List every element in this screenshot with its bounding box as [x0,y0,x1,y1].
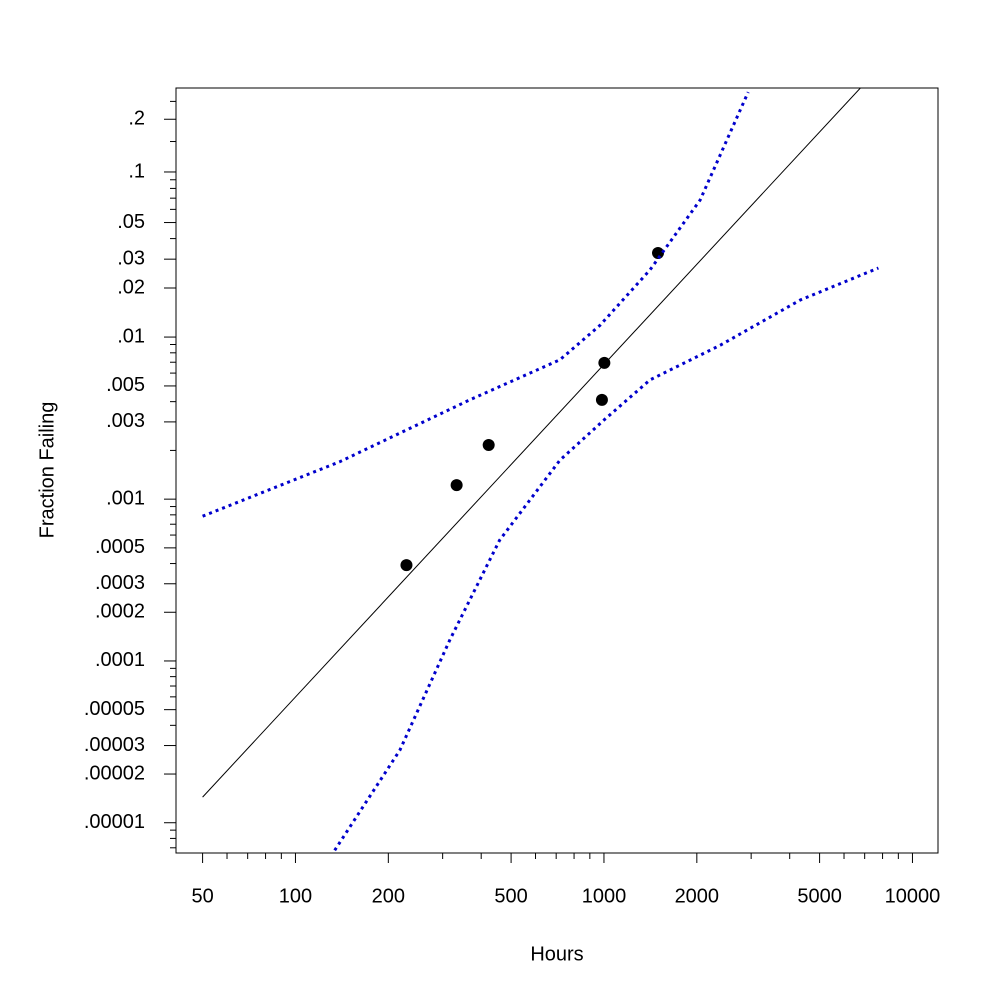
y-tick-label: .0003 [95,572,145,594]
y-tick-label: .02 [117,276,145,298]
x-tick-label: 5000 [797,885,842,907]
data-point [598,356,611,369]
plot-frame [175,87,939,854]
y-tick-label: .00005 [84,698,145,720]
data-point [652,247,665,260]
confidence-bound [202,91,750,518]
confidence-bound [333,266,879,852]
fit-line [202,88,861,798]
y-tick-label: .001 [106,487,145,509]
y-tick-label: .00002 [84,762,145,784]
x-tick-label: 100 [279,885,312,907]
x-tick-label: 200 [372,885,405,907]
data-point [482,439,495,452]
y-tick-label: .2 [128,108,145,130]
y-tick-label: .00003 [84,734,145,756]
y-tick-label: .00001 [84,811,145,833]
x-tick-label: 1000 [582,885,627,907]
x-tick-label: 10000 [885,885,941,907]
y-tick-label: .01 [117,325,145,347]
data-point [450,479,463,492]
y-tick-label: .03 [117,247,145,269]
x-tick-label: 500 [494,885,527,907]
y-tick-label: .0005 [95,536,145,558]
y-tick-label: .0001 [95,649,145,671]
x-axis-label: Hours [530,943,583,965]
x-tick-label: 2000 [675,885,720,907]
y-axis-label: Fraction Failing [36,402,58,539]
data-point [595,393,608,406]
y-tick-label: .0002 [95,601,145,623]
y-tick-label: .003 [106,410,145,432]
y-tick-label: .005 [106,374,145,396]
y-tick-label: .1 [128,160,145,182]
y-tick-label: .05 [117,211,145,233]
x-tick-label: 50 [191,885,213,907]
data-point [400,559,413,572]
